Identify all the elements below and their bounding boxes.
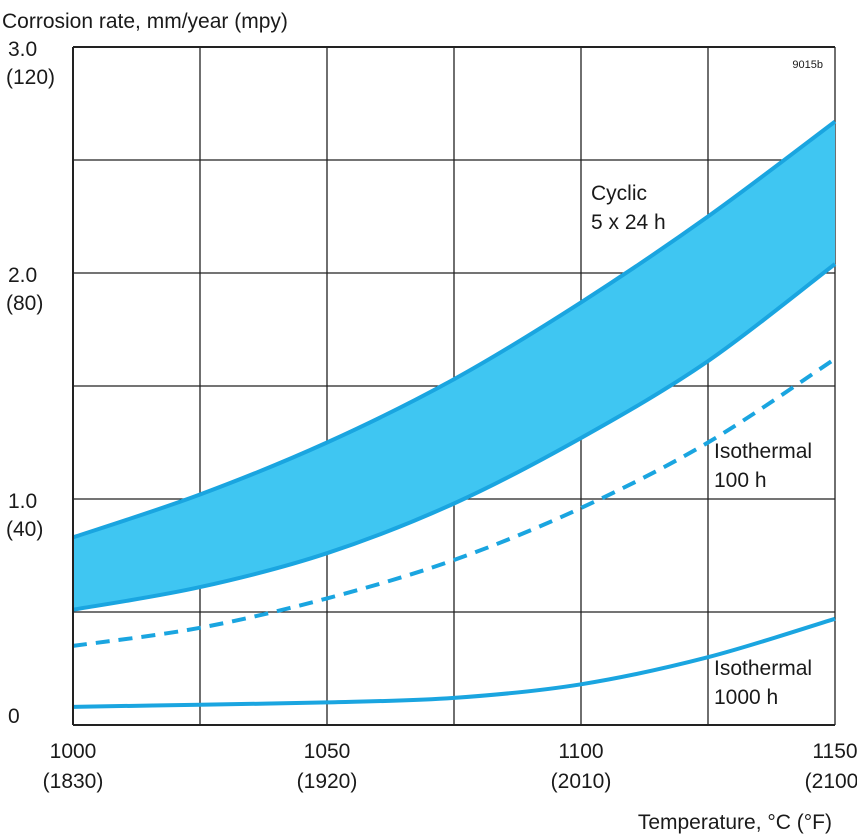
tick-labels: 1000 (1830) 1050 (1920) 1100 (2010) 1150 (2100)… (6, 38, 857, 793)
x-tick-sublabel: (1920) (297, 770, 358, 793)
plot-frame (72, 46, 835, 726)
isothermal-100h-label-line: Isothermal (714, 440, 812, 463)
x-tick-label: 1150 (812, 740, 857, 763)
series-group (72, 119, 837, 709)
x-tick-label: 1000 (50, 740, 97, 763)
y-tick-sublabel: (40) (6, 518, 43, 541)
x-tick-sublabel: (2100) (805, 770, 857, 793)
x-axis-label: Temperature, °C (°F) (638, 811, 832, 834)
isothermal-1000h-line (72, 616, 836, 709)
isothermal-100h-label-line: 100 h (714, 469, 767, 492)
cyclic-label-line: Cyclic (591, 182, 647, 205)
isothermal-1000h-label-line: Isothermal (714, 657, 812, 680)
isothermal-100h-line (72, 357, 837, 648)
figure-id: 9015b (792, 59, 823, 71)
cyclic-upper-line (72, 119, 837, 540)
y-tick-label: 1.0 (8, 490, 37, 513)
cyclic-label-line: 5 x 24 h (591, 211, 666, 234)
y-tick-label: 3.0 (8, 38, 37, 61)
cyclic-lower-line (72, 262, 837, 612)
series-labels: Cyclic 5 x 24 h Isothermal 100 h Isothermal 1… (591, 182, 812, 709)
x-tick-label: 1050 (304, 740, 351, 763)
cyclic-band-fill (73, 121, 835, 610)
x-tick-sublabel: (2010) (551, 770, 612, 793)
y-tick-sublabel: (120) (6, 66, 55, 89)
x-tick-sublabel: (1830) (43, 770, 104, 793)
y-axis-label: Corrosion rate, mm/year (mpy) (2, 10, 288, 33)
isothermal-1000h-label-line: 1000 h (714, 686, 778, 709)
y-tick-label: 0 (8, 705, 20, 728)
y-tick-label: 2.0 (8, 264, 37, 287)
y-tick-sublabel: (80) (6, 292, 43, 315)
x-tick-label: 1100 (558, 740, 603, 763)
